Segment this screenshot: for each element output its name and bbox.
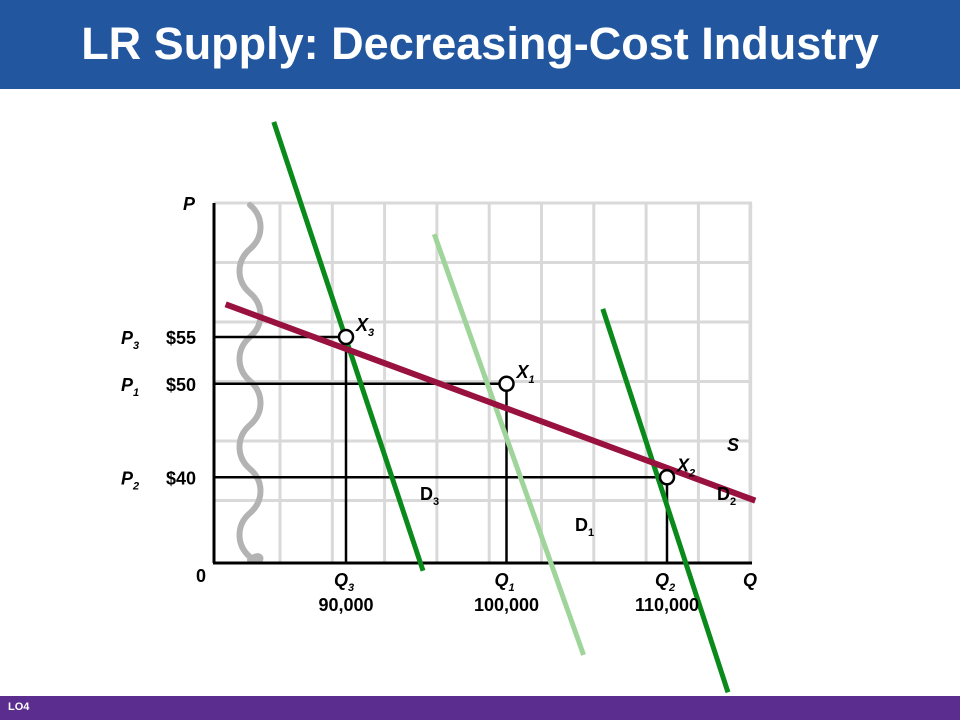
equilibrium-label-x2: X2 [676, 455, 695, 479]
axis-break-squiggle [236, 202, 264, 564]
chart-grid [214, 201, 753, 563]
equilibrium-point-x1 [498, 375, 515, 392]
title-bar: LR Supply: Decreasing-Cost Industry [0, 0, 960, 89]
curve-label-d1: D1 [575, 515, 594, 539]
quantity-level-name: Q3 [334, 570, 354, 594]
price-level-name: P3 [121, 328, 139, 352]
origin-label: 0 [196, 566, 206, 586]
quantity-tick-label: 110,000 [635, 595, 699, 615]
quantity-tick-label: 90,000 [318, 595, 373, 615]
price-tick-label: $55 [166, 328, 196, 348]
quantity-level-name: Q1 [495, 570, 515, 594]
curve-label-s: S [727, 435, 739, 455]
curves [224, 121, 757, 694]
equilibrium-label-x1: X1 [516, 362, 535, 386]
curve-d3 [271, 121, 426, 572]
learning-objective-code: LO4 [8, 701, 30, 713]
price-tick-label: $40 [166, 468, 196, 488]
quantity-level-name: Q2 [655, 570, 675, 594]
curve-d1 [431, 233, 586, 656]
curve-label-d2: D2 [717, 484, 736, 508]
equilibrium-point-x3 [337, 328, 355, 346]
footer-bar: LO4 [0, 696, 960, 720]
price-level-name: P2 [121, 468, 139, 492]
price-level-name: P1 [121, 375, 139, 399]
x-axis-label: Q [743, 570, 757, 590]
price-tick-label: $50 [166, 375, 196, 395]
y-axis-label: P [183, 194, 196, 214]
equilibrium-guide-lines [214, 335, 669, 563]
quantity-tick-label: 100,000 [474, 595, 539, 615]
equilibrium-label-x3: X3 [355, 315, 374, 339]
equilibrium-point-x2 [658, 469, 676, 486]
equilibrium-points [337, 328, 676, 486]
slide-title: LR Supply: Decreasing-Cost Industry [81, 18, 879, 69]
curve-s [224, 301, 757, 504]
curve-d2 [600, 308, 731, 694]
curve-label-d3: D3 [420, 484, 439, 508]
